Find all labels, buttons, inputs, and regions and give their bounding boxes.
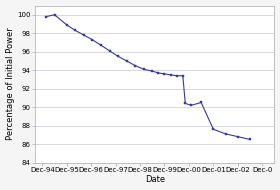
Y-axis label: Percentage of Initial Power: Percentage of Initial Power bbox=[6, 28, 15, 140]
X-axis label: Date: Date bbox=[145, 175, 165, 184]
